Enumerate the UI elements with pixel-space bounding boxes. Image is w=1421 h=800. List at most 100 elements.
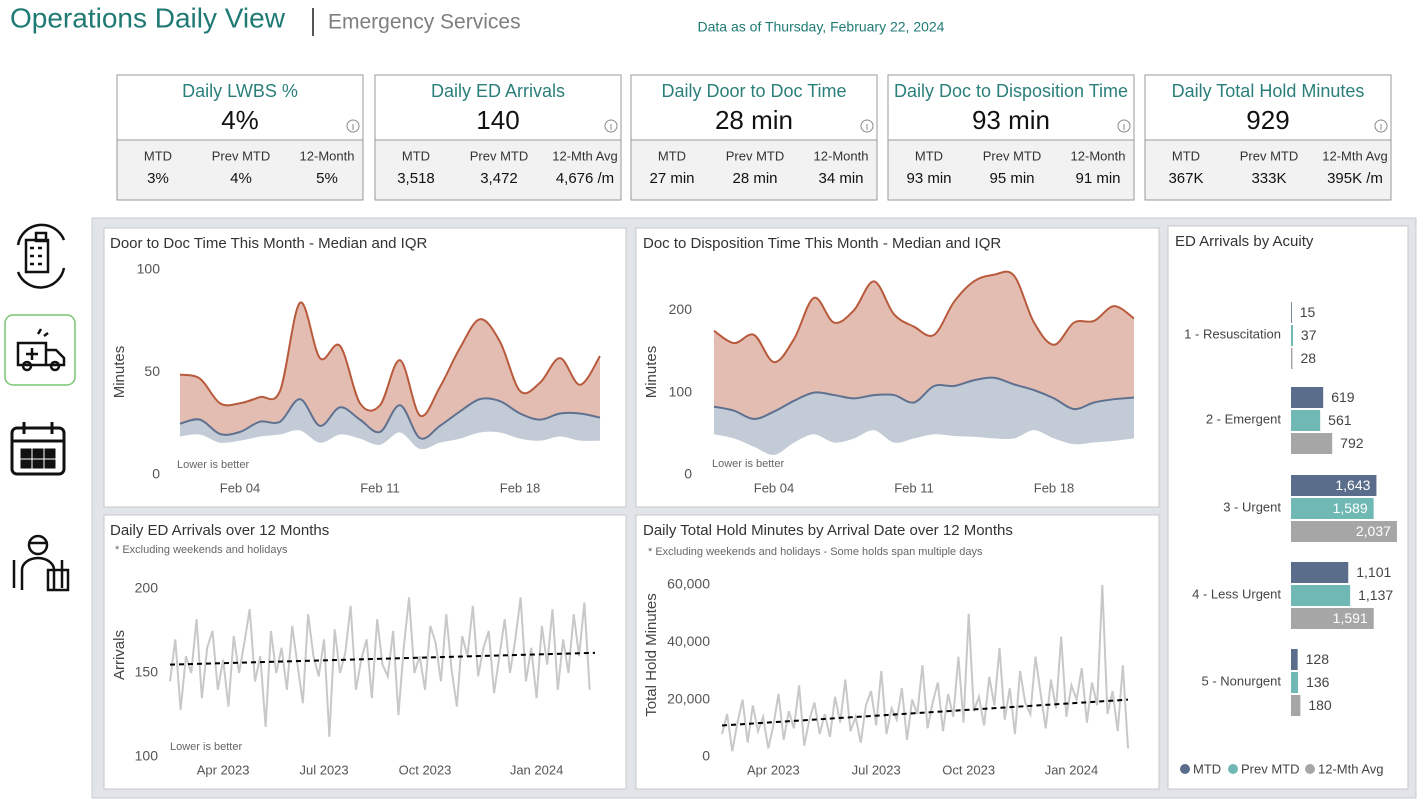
chart-note: Lower is better <box>170 741 242 753</box>
y-axis-label: Minutes <box>111 346 128 399</box>
series-line <box>179 397 601 440</box>
bar <box>1291 475 1377 496</box>
legend-label: MTD <box>1193 761 1221 776</box>
data-label: 37 <box>1301 327 1317 343</box>
x-tick-label: Feb 18 <box>1034 480 1074 495</box>
chart-title: Daily ED Arrivals over 12 Months <box>110 522 329 539</box>
kpi-value: 28 min <box>715 105 793 135</box>
kpi-metric-label: MTD <box>402 148 430 163</box>
kpi-metric-label: 12-Month <box>1071 148 1126 163</box>
data-label: 128 <box>1306 651 1330 667</box>
kpi-metric-label: MTD <box>658 148 686 163</box>
kpi-metric-value: 3,518 <box>397 170 435 187</box>
data-label: 180 <box>1308 697 1332 713</box>
chart-subtitle: * Excluding weekends and holidays - Some… <box>648 546 983 558</box>
kpi-metric-value: 93 min <box>906 170 951 187</box>
iqr-band <box>180 302 600 439</box>
bar <box>1291 433 1333 454</box>
bar <box>1291 608 1374 629</box>
kpi-metric-value: 34 min <box>818 170 863 187</box>
kpi-metric-label: Prev MTD <box>1240 148 1299 163</box>
category-label: 5 - Nonurgent <box>1202 673 1282 688</box>
kpi-metric-value: 5% <box>316 170 338 187</box>
nav-hospital[interactable] <box>16 223 66 289</box>
x-tick-label: Jul 2023 <box>852 762 901 777</box>
bar <box>1291 325 1293 346</box>
kpi-metric-label: MTD <box>144 148 172 163</box>
x-tick-label: Feb 18 <box>500 480 540 495</box>
series-line <box>713 270 1135 364</box>
bar <box>1291 649 1298 670</box>
data-label: 1,101 <box>1356 564 1391 580</box>
kpi-value: 929 <box>1246 105 1289 135</box>
kpi-metric-value: 28 min <box>732 170 777 187</box>
page-title: Operations Daily View <box>10 2 286 33</box>
kpi-metric-value: 367K <box>1168 170 1203 187</box>
y-axis-label: Arrivals <box>111 630 128 680</box>
info-icon <box>1117 119 1131 133</box>
iqr-band <box>714 377 1134 455</box>
kpi-title: Daily LWBS % <box>182 81 298 101</box>
kpi-metric-label: Prev MTD <box>983 148 1042 163</box>
kpi-footer <box>1145 140 1391 200</box>
data-label: 561 <box>1328 412 1352 428</box>
bar <box>1291 562 1349 583</box>
category-label: 3 - Urgent <box>1223 499 1281 514</box>
data-label: 792 <box>1340 435 1364 451</box>
trend-line <box>169 651 596 666</box>
kpi-metric-value: 27 min <box>649 170 694 187</box>
bar <box>1291 672 1299 693</box>
data-label: 1,589 <box>1333 500 1368 516</box>
bar <box>1291 585 1351 606</box>
kpi-metric-label: 12-Month <box>814 148 869 163</box>
kpi-metric-label: 12-Mth Avg <box>552 148 618 163</box>
kpi-metric-value: 3% <box>147 170 169 187</box>
iqr-band <box>714 271 1134 419</box>
y-tick-label: 0 <box>684 466 692 482</box>
data-label: 28 <box>1300 350 1316 366</box>
chart-note: Lower is better <box>177 459 249 471</box>
iqr-band <box>180 398 600 449</box>
x-tick-label: Feb 11 <box>360 480 400 495</box>
data-label: 1,137 <box>1358 587 1393 603</box>
y-tick-label: 40,000 <box>667 633 710 649</box>
kpi-value: 93 min <box>972 105 1050 135</box>
legend-label: Prev MTD <box>1241 761 1300 776</box>
data-label: 619 <box>1331 389 1355 405</box>
bar <box>1291 521 1397 542</box>
y-tick-label: 0 <box>152 466 160 482</box>
y-tick-label: 20,000 <box>667 690 710 706</box>
kpi-title: Daily Total Hold Minutes <box>1172 81 1365 101</box>
nav-staff[interactable] <box>12 534 70 592</box>
x-tick-label: Oct 2023 <box>942 762 995 777</box>
y-tick-label: 200 <box>669 301 693 317</box>
info-icon <box>1374 119 1388 133</box>
chart-title: Doc to Disposition Time This Month - Med… <box>643 235 1001 252</box>
chart-note: Lower is better <box>712 458 784 470</box>
data-label: 2,037 <box>1356 523 1391 539</box>
data-label: 15 <box>1300 304 1316 320</box>
kpi-title: Daily ED Arrivals <box>431 81 565 101</box>
nav-ambulance[interactable] <box>16 328 66 372</box>
series-line <box>713 376 1135 420</box>
kpi-metric-label: MTD <box>915 148 943 163</box>
nav-calendar[interactable] <box>10 422 66 476</box>
legend-swatch <box>1305 764 1315 774</box>
bar <box>1291 498 1374 519</box>
bar <box>1291 302 1292 323</box>
kpi-metric-label: MTD <box>1172 148 1200 163</box>
x-tick-label: Jan 2024 <box>1045 762 1099 777</box>
kpi-footer <box>375 140 621 200</box>
y-tick-label: 100 <box>137 261 161 277</box>
chart-title: Door to Doc Time This Month - Median and… <box>110 235 428 252</box>
y-tick-label: 0 <box>702 748 710 764</box>
kpi-footer <box>888 140 1134 200</box>
y-tick-label: 60,000 <box>667 576 710 592</box>
chart-title: ED Arrivals by Acuity <box>1175 233 1314 250</box>
data-as-of: Data as of Thursday, February 22, 2024 <box>698 19 945 35</box>
nav-selected[interactable] <box>4 314 76 386</box>
chart-card <box>103 227 627 508</box>
bar <box>1291 695 1301 716</box>
bar <box>1291 410 1321 431</box>
